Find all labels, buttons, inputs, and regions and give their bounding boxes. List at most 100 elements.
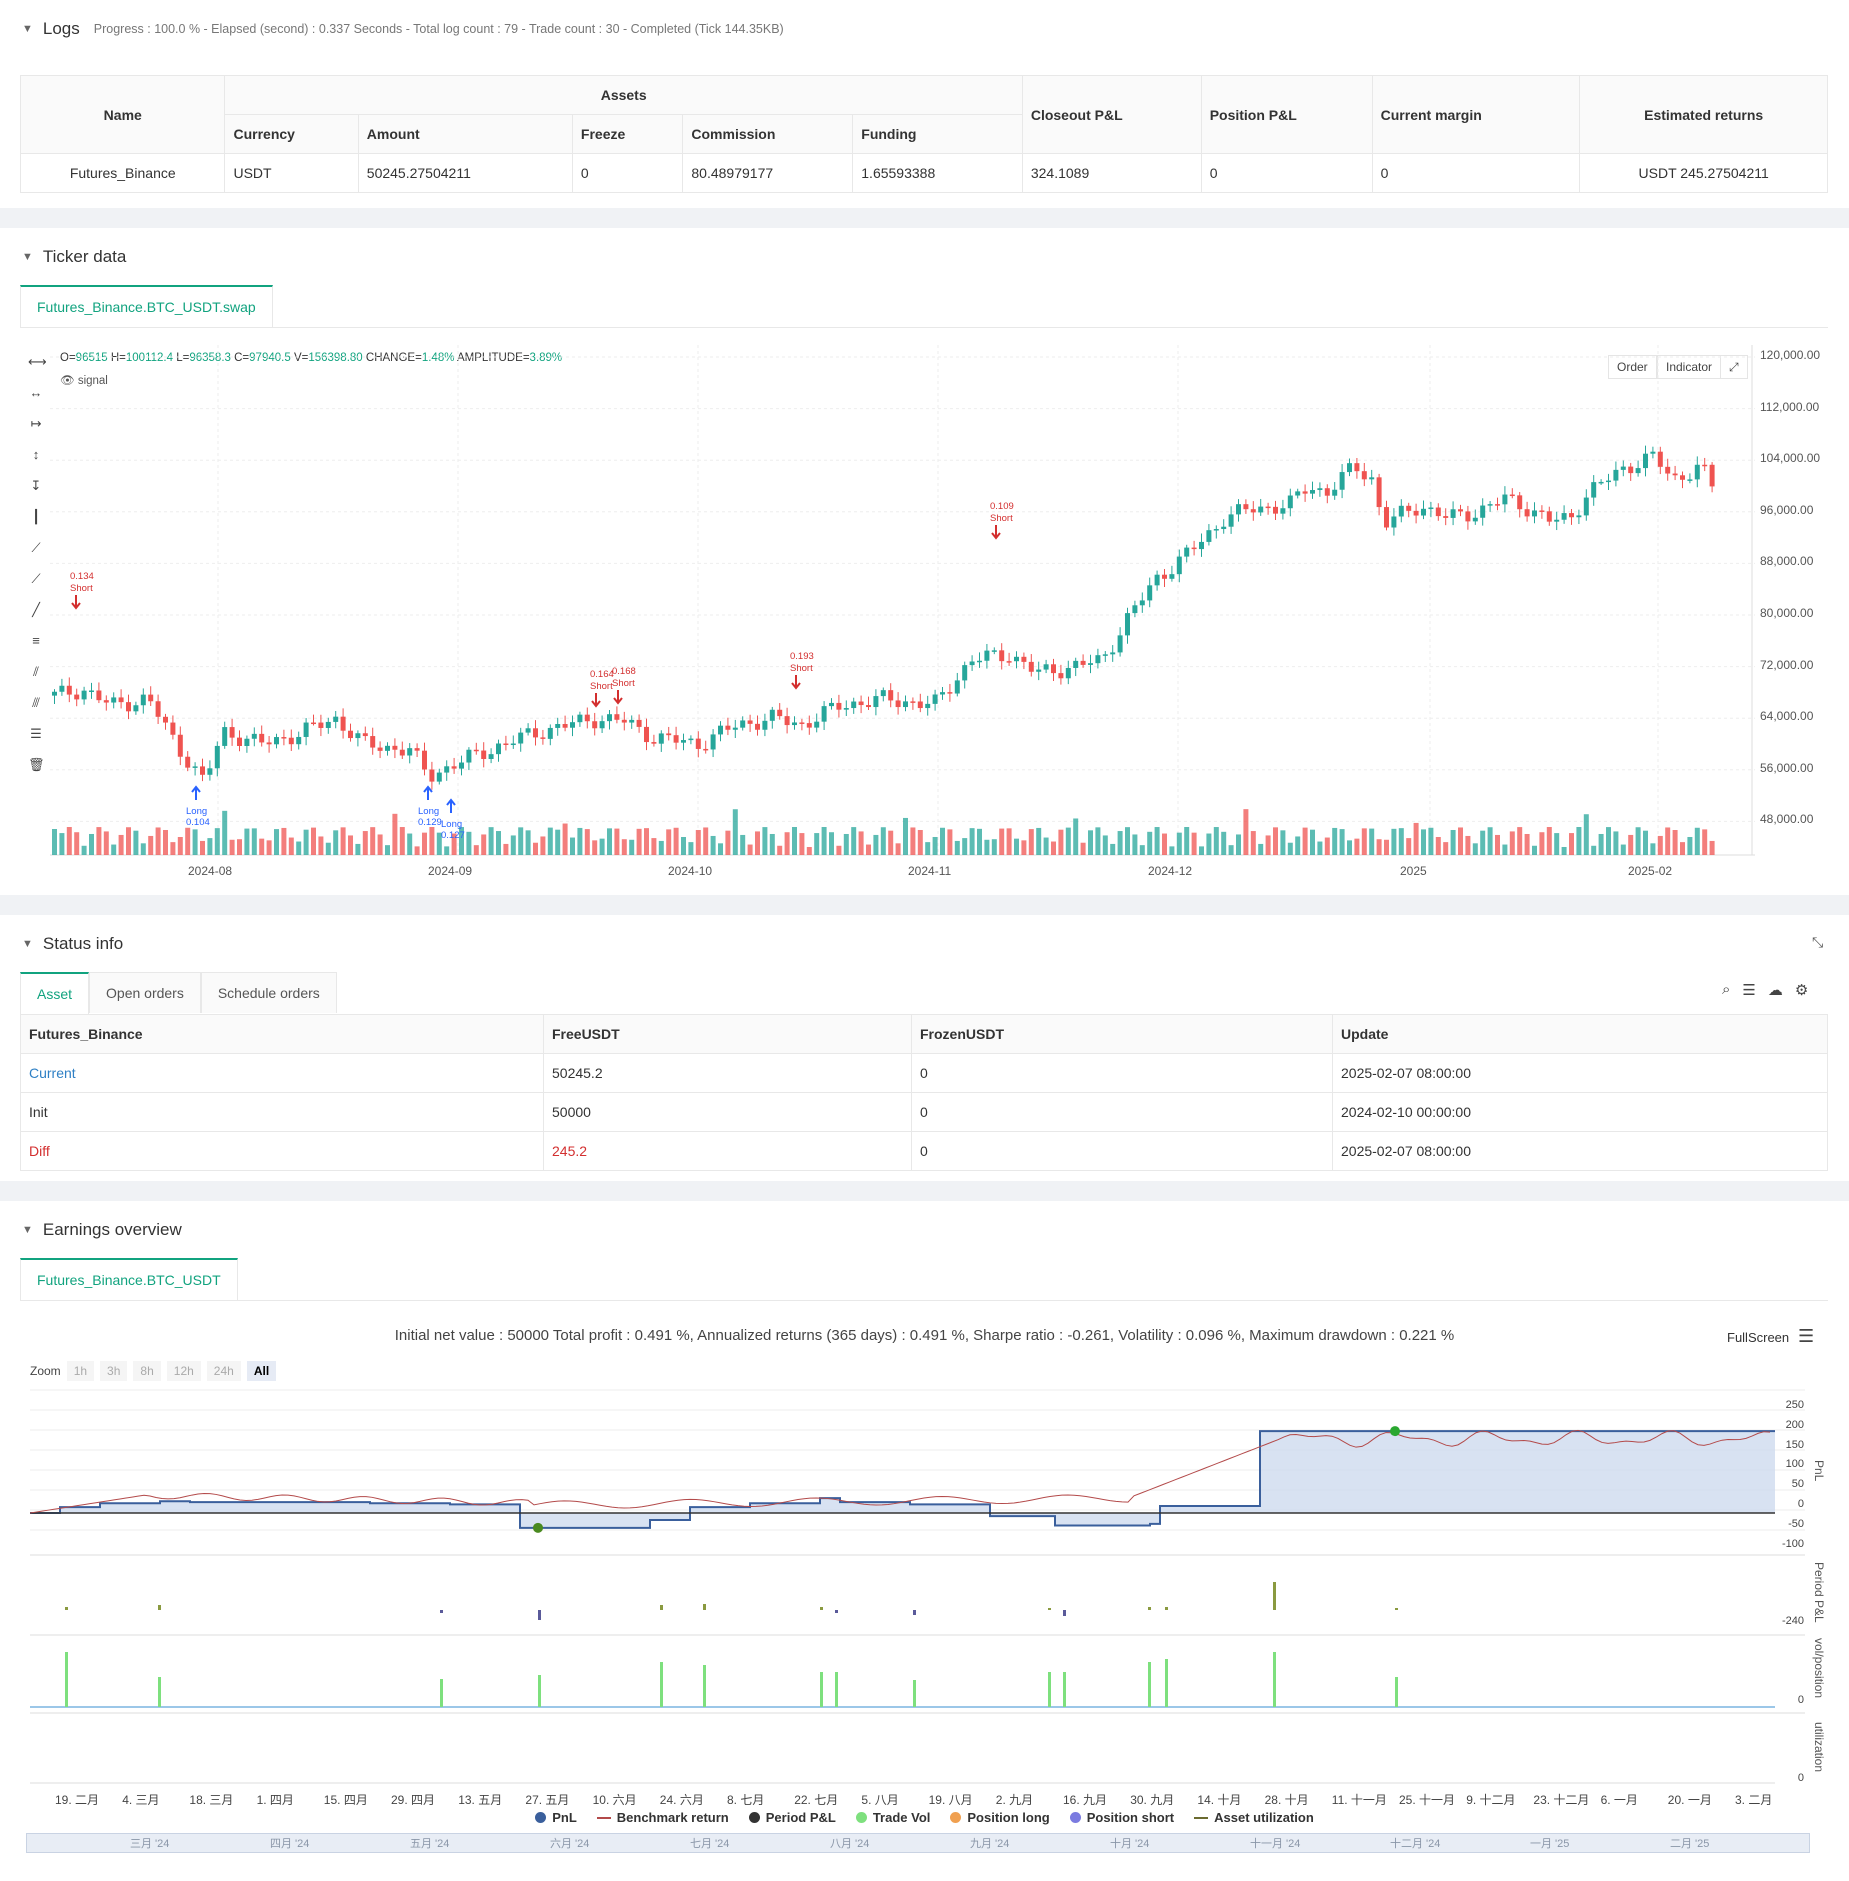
cell-freeze: 0 xyxy=(571,153,684,193)
segment-tool-icon[interactable]: ╱ xyxy=(32,602,40,617)
volume-bar xyxy=(1480,830,1486,855)
tab-open-orders[interactable]: Open orders xyxy=(89,972,201,1013)
price-label-tool-icon[interactable]: ≡ xyxy=(32,633,40,648)
candle-body xyxy=(592,721,598,729)
volume-bar xyxy=(1665,827,1671,855)
volume-bar xyxy=(318,836,324,855)
trade-qty: 0.193 xyxy=(790,651,814,662)
volume-bar xyxy=(1561,846,1567,855)
candle-body xyxy=(1102,654,1108,656)
legend-item[interactable]: Benchmark return xyxy=(596,1810,729,1825)
measure-tool-icon[interactable]: ☰ xyxy=(30,726,42,741)
volume-bar xyxy=(836,845,842,855)
candle-body xyxy=(1139,600,1145,606)
status-header[interactable]: ▼ Status info xyxy=(22,934,123,954)
collapse-caret-icon[interactable]: ▼ xyxy=(22,1224,33,1236)
navigator[interactable] xyxy=(26,1833,1810,1853)
candle-body xyxy=(1125,613,1130,636)
zoom-8h[interactable]: 8h xyxy=(133,1361,161,1381)
tab-btc-swap[interactable]: Futures_Binance.BTC_USDT.swap xyxy=(20,285,273,327)
fibonacci-tool-icon[interactable]: ⫻ xyxy=(32,695,40,710)
time-tick: 18. 三月 xyxy=(189,1793,234,1807)
ray-line-tool-icon[interactable]: ⟋ xyxy=(31,571,41,586)
volume-bar xyxy=(1021,840,1027,855)
zoom-all[interactable]: All xyxy=(246,1361,277,1381)
collapse-caret-icon[interactable]: ▼ xyxy=(22,251,33,263)
volume-bar xyxy=(1073,818,1079,855)
collapse-caret-icon[interactable]: ▼ xyxy=(22,938,33,950)
trash-icon[interactable]: 🗑 xyxy=(28,757,45,772)
volume-bar xyxy=(1694,827,1700,855)
volume-bar xyxy=(1132,834,1138,855)
logs-header[interactable]: ▼ Logs Progress : 100.0 % - Elapsed (sec… xyxy=(22,19,784,39)
pnl-line xyxy=(30,1430,1775,1529)
candle-body xyxy=(1354,463,1360,472)
volume-bar xyxy=(666,829,672,855)
vertical-line-tool-icon[interactable]: ↕ xyxy=(32,447,40,462)
zoom-1h[interactable]: 1h xyxy=(66,1361,95,1381)
indicator-button[interactable]: Indicator xyxy=(1657,355,1722,379)
fullscreen-button[interactable]: FullScreen xyxy=(1727,1330,1790,1345)
trend-line-tool-icon[interactable]: ⟋ xyxy=(31,540,41,555)
legend-item[interactable]: PnL xyxy=(535,1810,577,1825)
tab-asset[interactable]: Asset xyxy=(20,972,90,1014)
legend-item[interactable]: Trade Vol xyxy=(855,1810,930,1825)
volume-bar xyxy=(873,834,879,855)
collapse-corner-icon[interactable]: ⤡ xyxy=(1812,934,1824,950)
legend-label: Position long xyxy=(967,1810,1050,1825)
cloud-download-icon[interactable]: ☁ xyxy=(1767,982,1783,999)
ticker-header[interactable]: ▼ Ticker data xyxy=(22,247,126,267)
candle-body xyxy=(1243,504,1249,510)
vol-bar xyxy=(1148,1662,1151,1707)
volume-bar xyxy=(577,827,583,855)
volume-bar xyxy=(843,833,849,855)
volume-bar xyxy=(1258,843,1264,855)
list-icon[interactable]: ☰ xyxy=(1742,982,1756,999)
zoom-24h[interactable]: 24h xyxy=(206,1361,241,1381)
volume-bar xyxy=(762,827,768,855)
tab-schedule-orders[interactable]: Schedule orders xyxy=(200,972,337,1013)
menu-icon[interactable]: ☰ xyxy=(1798,1326,1815,1346)
legend-item[interactable]: Position long xyxy=(950,1810,1050,1825)
vol-bar xyxy=(1395,1677,1398,1707)
eye-icon[interactable]: 👁 xyxy=(60,375,75,387)
volume-bar xyxy=(880,827,886,855)
benchmark-line xyxy=(30,1429,1771,1514)
candle-body xyxy=(488,754,494,759)
volume-bar xyxy=(999,828,1005,855)
legend-item[interactable]: Period P&L xyxy=(748,1810,836,1825)
cell-returns: USDT 245.27504211 xyxy=(1579,153,1828,193)
vol-bar xyxy=(703,1665,706,1707)
order-button[interactable]: Order xyxy=(1608,355,1657,379)
tab-btc-usdt[interactable]: Futures_Binance.BTC_USDT xyxy=(20,1258,238,1300)
zoom-12h[interactable]: 12h xyxy=(166,1361,201,1381)
zoom-3h[interactable]: 3h xyxy=(100,1361,128,1381)
volume-bar xyxy=(533,842,538,855)
signal-toggle[interactable]: 👁 signal xyxy=(60,373,108,387)
legend-item[interactable]: Asset utilization xyxy=(1194,1810,1314,1825)
expand-icon[interactable]: ⤢ xyxy=(1720,355,1748,379)
volume-bar xyxy=(710,835,716,855)
search-icon[interactable]: ⌕ xyxy=(1722,981,1731,998)
trade-kind: Long xyxy=(441,819,462,830)
nav-tick: 五月 '24 xyxy=(410,1838,450,1850)
horizontal-ray-tool-icon[interactable]: ↦ xyxy=(30,416,42,431)
candle-body xyxy=(940,692,945,695)
candle-body xyxy=(1406,505,1412,511)
candle-body xyxy=(140,694,146,706)
candle-body xyxy=(1006,661,1012,663)
crosshair-tool-icon[interactable]: ⟷ xyxy=(28,354,47,369)
vertical-ray-tool-icon[interactable]: ↧ xyxy=(30,478,42,493)
candle-body xyxy=(214,745,220,769)
candle-body xyxy=(1650,451,1656,454)
legend-item[interactable]: Position short xyxy=(1069,1810,1174,1825)
gear-icon[interactable]: ⚙ xyxy=(1794,982,1809,999)
parallel-channel-tool-icon[interactable]: ⫽ xyxy=(33,664,39,679)
collapse-caret-icon[interactable]: ▼ xyxy=(22,23,33,35)
row-label-current[interactable]: Current xyxy=(20,1053,544,1093)
vertical-segment-tool-icon[interactable]: ┃ xyxy=(32,509,40,524)
earnings-header[interactable]: ▼ Earnings overview xyxy=(22,1220,182,1240)
horizontal-line-tool-icon[interactable]: ↔ xyxy=(29,385,43,400)
volume-bar xyxy=(126,827,131,855)
